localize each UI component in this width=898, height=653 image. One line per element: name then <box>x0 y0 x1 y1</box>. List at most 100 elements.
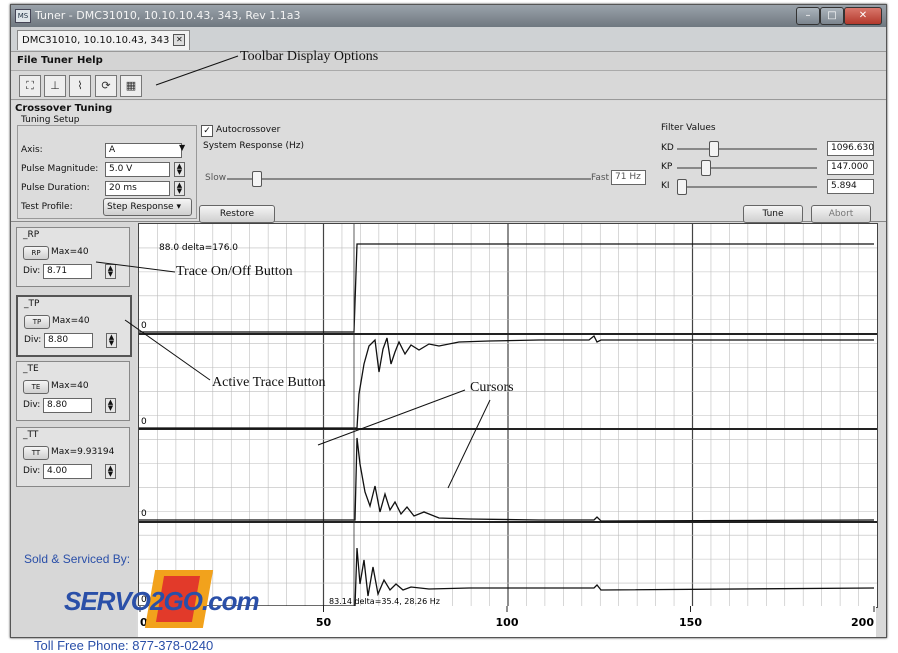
pulse-magnitude-stepper[interactable]: ▲ ▼ <box>174 162 185 177</box>
trace-rp-max: Max=40 <box>51 247 89 257</box>
trace-tp-toggle-button[interactable]: TP <box>24 315 50 329</box>
test-profile-value: Step Response <box>107 202 174 212</box>
autocrossover-label: Autocrossover <box>216 125 281 135</box>
kd-input[interactable]: 1096.630 <box>827 141 874 156</box>
window-title: Tuner - DMC31010, 10.10.10.43, 343, Rev … <box>35 9 301 22</box>
menu-tuner[interactable]: Tuner <box>41 55 73 66</box>
annotation-arrow-toolbar <box>155 55 239 86</box>
trace-te-line <box>139 437 875 522</box>
menu-file[interactable]: File <box>17 55 38 66</box>
zero-label-rp: 0 <box>141 321 147 331</box>
trace-rp-div-input[interactable]: 8.71 <box>43 264 92 279</box>
x-tick-label: 0 <box>140 616 148 629</box>
scope-plot-svg: 0 0 0 0 88.0 delta=176.0 83.14 delta=35.… <box>139 224 877 607</box>
trace-tt-max: Max=9.93194 <box>51 447 115 457</box>
annotation-arrow-cursor-1 <box>317 389 466 446</box>
crossover-panel: Crossover Tuning Tuning Setup Axis: A ▼ … <box>11 101 886 235</box>
chevron-down-icon[interactable]: ▼ <box>179 143 186 152</box>
trace-te-toggle-button[interactable]: TE <box>23 380 49 394</box>
kp-slider[interactable] <box>677 167 817 169</box>
close-button[interactable]: ✕ <box>844 7 882 25</box>
trace-tp-div-label: Div: <box>24 335 42 345</box>
tab-dmc31010[interactable]: DMC31010, 10.10.10.43, 343 ✕ <box>17 30 191 50</box>
ki-thumb[interactable] <box>677 179 687 195</box>
kd-label: KD <box>661 143 674 153</box>
tuning-setup-group <box>17 125 197 219</box>
cursor-readout-bottom: 83.14 delta=35.4, 28.26 Hz <box>329 597 440 606</box>
kp-thumb[interactable] <box>701 160 711 176</box>
ki-slider[interactable] <box>677 186 817 188</box>
abort-button[interactable]: Abort <box>811 205 871 223</box>
tuner-window: MS Tuner - DMC31010, 10.10.10.43, 343, R… <box>10 4 887 638</box>
stop-icon[interactable]: ▦ <box>120 75 142 97</box>
system-response-thumb[interactable] <box>252 171 263 187</box>
watermark-brand: SERVO2GO.com <box>64 586 260 616</box>
tune-button[interactable]: Tune <box>743 205 803 223</box>
pulse-magnitude-input[interactable]: 5.0 V <box>105 162 170 177</box>
maximize-button[interactable]: □ <box>820 7 844 25</box>
trace-tt-div-stepper[interactable]: ▲ ▼ <box>105 464 116 479</box>
ki-label: KI <box>661 181 670 191</box>
fast-label: Fast <box>591 173 610 183</box>
trace-tt-div-label: Div: <box>23 466 41 476</box>
trace-tp-name: _TP <box>24 299 40 309</box>
kp-input[interactable]: 147.000 <box>827 160 874 175</box>
close-tab-icon[interactable]: ✕ <box>173 34 186 46</box>
x-tick-label: 50 <box>316 616 332 629</box>
system-response-label: System Response (Hz) <box>203 141 305 151</box>
trace-tp-div-input[interactable]: 8.80 <box>44 333 93 348</box>
kd-slider[interactable] <box>677 148 817 150</box>
x-tick-label: 100 <box>496 616 519 629</box>
minimize-button[interactable]: – <box>796 7 820 25</box>
axis-select[interactable]: A <box>105 143 182 158</box>
chart-icon[interactable]: ⌇ <box>69 75 91 97</box>
axis-icon[interactable]: ⊥ <box>44 75 66 97</box>
trace-tp-line <box>139 334 874 429</box>
annotation-arrow-trace-onoff <box>95 261 176 273</box>
tuning-setup-label: Tuning Setup <box>21 115 80 125</box>
pulse-duration-label: Pulse Duration: <box>21 183 90 193</box>
axis-label: Axis: <box>21 145 43 155</box>
pulse-duration-input[interactable]: 20 ms <box>105 181 170 196</box>
slow-label: Slow <box>205 173 227 183</box>
annotation-arrow-cursor-2 <box>447 399 491 489</box>
trace-tt-name: _TT <box>23 430 39 440</box>
annotation-toolbar: Toolbar Display Options <box>240 49 379 64</box>
trace-tt-div-input[interactable]: 4.00 <box>43 464 92 479</box>
trace-te-div-input[interactable]: 8.80 <box>43 398 92 413</box>
test-profile-select[interactable]: Step Response ▾ <box>103 198 192 216</box>
toolbar: ⛶ ⊥ ⌇ ⟳ ▦ <box>11 71 886 100</box>
crossover-title: Crossover Tuning <box>15 103 113 114</box>
ki-input[interactable]: 5.894 <box>827 179 874 194</box>
menu-help[interactable]: Help <box>77 55 103 66</box>
test-profile-label: Test Profile: <box>21 202 73 212</box>
trace-tp: _TP TP Max=40 Div: 8.80 ▲ ▼ <box>16 295 132 357</box>
system-response-slider[interactable] <box>227 178 591 180</box>
pulse-duration-stepper[interactable]: ▲ ▼ <box>174 181 185 196</box>
zero-label-tp: 0 <box>141 417 147 427</box>
trace-tp-max: Max=40 <box>52 316 90 326</box>
x-tick-label: 200 <box>851 616 874 629</box>
pulse-magnitude-label: Pulse Magnitude: <box>21 164 99 174</box>
trace-tt: _TT TT Max=9.93194 Div: 4.00 ▲ ▼ <box>16 427 130 487</box>
trace-tt-toggle-button[interactable]: TT <box>23 446 49 460</box>
trace-rp-toggle-button[interactable]: RP <box>23 246 49 260</box>
trace-rp-line <box>139 243 874 333</box>
trace-rp-div-stepper[interactable]: ▲ ▼ <box>105 264 116 279</box>
scope-plot[interactable]: 0 0 0 0 88.0 delta=176.0 83.14 delta=35.… <box>138 223 878 608</box>
cycle-icon[interactable]: ⟳ <box>95 75 117 97</box>
plot-grid <box>139 224 877 607</box>
menu-bar: File Tuner Help <box>11 52 886 71</box>
kd-thumb[interactable] <box>709 141 719 157</box>
x-axis: 0 50 100 150 200 <box>138 606 876 637</box>
zero-label-tt: 0 <box>141 595 147 605</box>
zoom-extents-icon[interactable]: ⛶ <box>19 75 41 97</box>
x-tick-label: 150 <box>679 616 702 629</box>
trace-te-div-stepper[interactable]: ▲ ▼ <box>105 398 116 413</box>
trace-te: _TE TE Max=40 Div: 8.80 ▲ ▼ <box>16 361 130 421</box>
trace-rp-name: _RP <box>23 230 40 240</box>
fast-value: 71 Hz <box>611 170 646 185</box>
watermark-sold-by: Sold & Serviced By: <box>24 552 131 566</box>
trace-tp-div-stepper[interactable]: ▲ ▼ <box>106 333 117 348</box>
autocrossover-checkbox[interactable]: ✓ <box>201 125 213 137</box>
